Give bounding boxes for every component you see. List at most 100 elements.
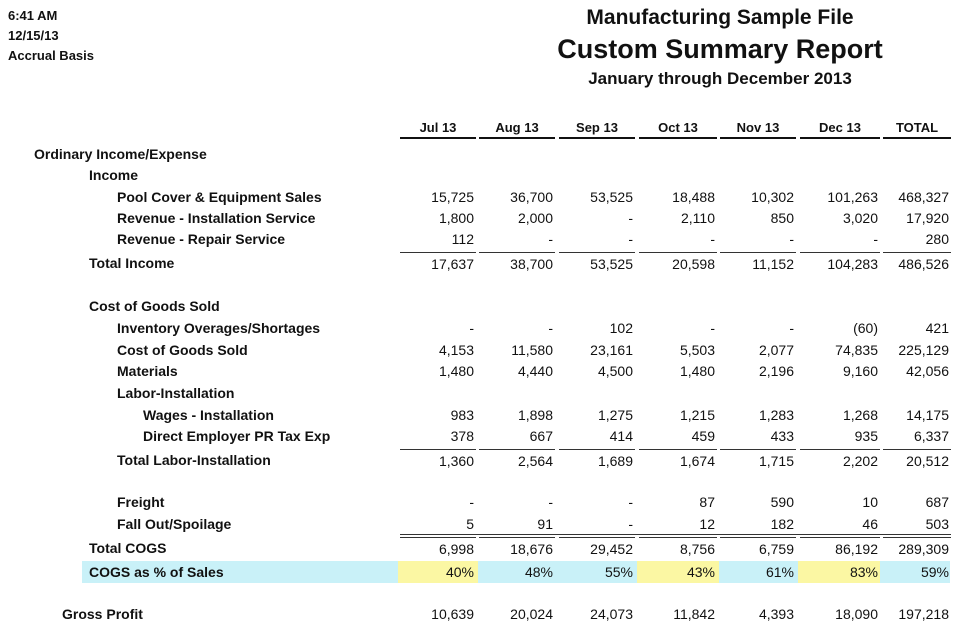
row-label[interactable]: Materials	[117, 363, 178, 379]
value-cell[interactable]: 36,700	[510, 189, 553, 205]
value-cell[interactable]: 20,512	[883, 449, 951, 471]
value-cell[interactable]: 1,689	[559, 449, 635, 471]
row-label[interactable]: Fall Out/Spoilage	[117, 516, 232, 532]
value-cell[interactable]: 9,160	[842, 363, 878, 379]
value-cell[interactable]: 17,920	[906, 210, 949, 226]
value-cell[interactable]: 486,526	[883, 252, 951, 274]
value-cell[interactable]: 378	[450, 428, 474, 444]
value-cell[interactable]: 421	[925, 320, 949, 336]
value-cell[interactable]: 4,153	[438, 342, 474, 358]
value-cell[interactable]: 48%	[524, 564, 553, 580]
value-cell[interactable]: 4,440	[517, 363, 553, 379]
row-label[interactable]: Ordinary Income/Expense	[34, 146, 207, 162]
value-cell[interactable]: -	[469, 494, 474, 510]
value-cell[interactable]: 12	[699, 516, 715, 532]
value-cell[interactable]: 74,835	[835, 342, 878, 358]
value-cell[interactable]: 53,525	[590, 189, 633, 205]
row-label[interactable]: Income	[89, 167, 139, 183]
value-cell[interactable]: 1,898	[517, 407, 553, 423]
value-cell[interactable]: -	[628, 210, 633, 226]
value-cell[interactable]: -	[710, 320, 715, 336]
value-cell[interactable]: 1,480	[679, 363, 715, 379]
value-cell[interactable]: 5	[466, 516, 474, 532]
value-cell[interactable]: -	[710, 231, 715, 247]
value-cell[interactable]: 850	[770, 210, 794, 226]
value-cell[interactable]: 20,598	[639, 252, 717, 274]
value-cell[interactable]: 4,393	[758, 606, 794, 622]
value-cell[interactable]: 43%	[686, 564, 715, 580]
value-cell[interactable]: 1,715	[720, 449, 796, 471]
value-cell[interactable]: 23,161	[590, 342, 633, 358]
value-cell[interactable]: 1,268	[842, 407, 878, 423]
value-cell[interactable]: 1,480	[438, 363, 474, 379]
value-cell[interactable]: 3,020	[842, 210, 878, 226]
column-header[interactable]: Dec 13	[800, 117, 880, 139]
value-cell[interactable]: 11,152	[720, 252, 796, 274]
value-cell[interactable]: 2,196	[758, 363, 794, 379]
value-cell[interactable]: 29,452	[559, 537, 635, 559]
value-cell[interactable]: 18,676	[479, 537, 555, 559]
value-cell[interactable]: 55%	[604, 564, 633, 580]
value-cell[interactable]: -	[548, 494, 553, 510]
row-label[interactable]: Total Income	[89, 255, 175, 271]
value-cell[interactable]: -	[789, 320, 794, 336]
value-cell[interactable]: 1,275	[597, 407, 633, 423]
row-label[interactable]: Revenue - Repair Service	[117, 231, 286, 247]
value-cell[interactable]: 182	[770, 516, 794, 532]
value-cell[interactable]: -	[548, 320, 553, 336]
value-cell[interactable]: -	[628, 494, 633, 510]
value-cell[interactable]: 197,218	[898, 606, 949, 622]
row-label[interactable]: COGS as % of Sales	[89, 564, 224, 580]
value-cell[interactable]: 5,503	[679, 342, 715, 358]
value-cell[interactable]: 10,639	[431, 606, 474, 622]
value-cell[interactable]: 983	[450, 407, 474, 423]
value-cell[interactable]: 15,725	[431, 189, 474, 205]
value-cell[interactable]: -	[789, 231, 794, 247]
value-cell[interactable]: 459	[691, 428, 715, 444]
row-label[interactable]: Direct Employer PR Tax Exp	[143, 428, 331, 444]
value-cell[interactable]: 1,360	[400, 449, 476, 471]
column-header[interactable]: Sep 13	[559, 117, 635, 139]
row-label[interactable]: Wages - Installation	[143, 407, 274, 423]
column-header[interactable]: Aug 13	[479, 117, 555, 139]
value-cell[interactable]: 104,283	[800, 252, 880, 274]
value-cell[interactable]: 2,000	[517, 210, 553, 226]
column-header[interactable]: TOTAL	[883, 117, 951, 139]
value-cell[interactable]: 20,024	[510, 606, 553, 622]
value-cell[interactable]: 8,756	[639, 537, 717, 559]
value-cell[interactable]: 468,327	[898, 189, 949, 205]
value-cell[interactable]: 414	[609, 428, 633, 444]
row-label[interactable]: Labor-Installation	[117, 385, 235, 401]
value-cell[interactable]: (60)	[853, 320, 878, 336]
row-label[interactable]: Revenue - Installation Service	[117, 210, 316, 226]
value-cell[interactable]: 87	[699, 494, 715, 510]
value-cell[interactable]: 2,564	[479, 449, 555, 471]
value-cell[interactable]: 11,842	[673, 606, 715, 622]
value-cell[interactable]: 2,202	[800, 449, 880, 471]
value-cell[interactable]: 18,488	[672, 189, 715, 205]
value-cell[interactable]: -	[873, 231, 878, 247]
value-cell[interactable]: 14,175	[906, 407, 949, 423]
value-cell[interactable]: 10,302	[751, 189, 794, 205]
value-cell[interactable]: 17,637	[400, 252, 476, 274]
value-cell[interactable]: 225,129	[898, 342, 949, 358]
value-cell[interactable]: 102	[609, 320, 633, 336]
value-cell[interactable]: 101,263	[827, 189, 878, 205]
value-cell[interactable]: 4,500	[597, 363, 633, 379]
value-cell[interactable]: 289,309	[883, 537, 951, 559]
row-label[interactable]: Total COGS	[89, 540, 167, 556]
value-cell[interactable]: 53,525	[559, 252, 635, 274]
value-cell[interactable]: 61%	[765, 564, 794, 580]
value-cell[interactable]: 935	[854, 428, 878, 444]
value-cell[interactable]: 6,759	[720, 537, 796, 559]
value-cell[interactable]: 83%	[849, 564, 878, 580]
value-cell[interactable]: 46	[862, 516, 878, 532]
value-cell[interactable]: 280	[925, 231, 949, 247]
value-cell[interactable]: 6,337	[913, 428, 949, 444]
value-cell[interactable]: 667	[529, 428, 553, 444]
row-label[interactable]: Gross Profit	[62, 606, 143, 622]
value-cell[interactable]: 2,110	[681, 210, 715, 226]
row-label[interactable]: Cost of Goods Sold	[117, 342, 248, 358]
value-cell[interactable]: 433	[770, 428, 794, 444]
value-cell[interactable]: 1,674	[639, 449, 717, 471]
